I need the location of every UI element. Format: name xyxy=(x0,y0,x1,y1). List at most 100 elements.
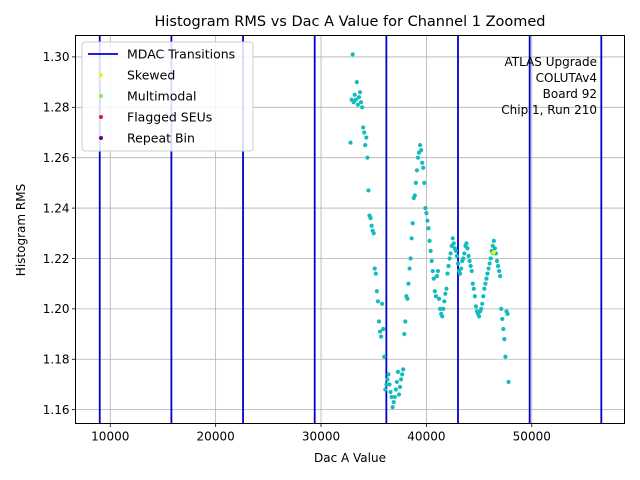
data-point xyxy=(470,281,475,286)
data-point xyxy=(479,306,484,311)
y-tick-label: 1.18 xyxy=(43,353,70,367)
data-point xyxy=(462,251,467,256)
legend-mdac-label: MDAC Transitions xyxy=(127,47,235,62)
data-point xyxy=(446,263,451,269)
data-point xyxy=(357,90,363,95)
data-point xyxy=(481,294,486,299)
data-point xyxy=(434,274,440,279)
data-point xyxy=(450,236,455,241)
data-point xyxy=(399,377,404,382)
data-point xyxy=(406,281,411,286)
data-point xyxy=(430,268,435,274)
data-point xyxy=(426,226,431,231)
data-point xyxy=(442,299,447,304)
data-point xyxy=(386,372,391,377)
data-point xyxy=(503,354,508,359)
annotation-line-3: Board 92 xyxy=(543,87,597,101)
data-point xyxy=(373,271,378,276)
legend-flagged-seu-label: Flagged SEUs xyxy=(127,110,212,125)
data-point xyxy=(433,294,438,299)
data-point xyxy=(488,256,493,261)
data-point xyxy=(369,223,374,228)
data-point xyxy=(445,271,450,276)
data-point xyxy=(468,263,473,269)
data-point xyxy=(390,405,395,410)
data-point xyxy=(389,394,394,400)
data-point xyxy=(424,211,429,216)
data-point xyxy=(467,258,472,264)
data-point xyxy=(368,216,373,221)
data-point xyxy=(355,102,361,107)
data-point xyxy=(461,256,466,261)
data-point xyxy=(428,248,433,254)
data-point xyxy=(395,369,401,374)
data-point xyxy=(394,379,399,385)
data-point xyxy=(358,100,364,105)
data-point xyxy=(397,384,403,390)
data-point xyxy=(384,382,389,387)
data-point xyxy=(362,130,367,135)
data-point xyxy=(500,316,505,322)
chart-title: Histogram RMS vs Dac A Value for Channel… xyxy=(154,14,545,30)
legend-repeat-bin-swatch xyxy=(99,136,103,140)
data-point xyxy=(352,92,357,97)
data-point xyxy=(364,135,369,140)
x-tick-label: 20000 xyxy=(197,430,235,444)
data-point xyxy=(485,271,490,276)
legend: MDAC Transitions Skewed Multimodal Flagg… xyxy=(81,41,254,152)
y-tick-label: 1.28 xyxy=(43,101,70,115)
data-point xyxy=(444,286,449,291)
data-point xyxy=(410,221,415,226)
annotation-line-1: ATLAS Upgrade xyxy=(504,55,597,69)
data-point xyxy=(425,218,430,223)
data-point xyxy=(435,268,441,274)
data-point xyxy=(392,394,397,400)
data-point xyxy=(375,299,381,304)
data-point xyxy=(420,160,425,165)
data-point xyxy=(441,306,446,311)
data-point xyxy=(480,301,485,306)
data-point xyxy=(454,253,460,259)
data-points xyxy=(348,52,511,410)
data-point xyxy=(407,266,412,271)
data-point xyxy=(436,296,442,301)
annotation-text: ATLAS Upgrade COLUTAv4 Board 92 Chip 1, … xyxy=(501,55,597,117)
data-point xyxy=(363,142,368,148)
y-tick-label: 1.20 xyxy=(43,302,70,316)
data-point xyxy=(419,148,424,153)
data-point xyxy=(381,326,386,332)
plot-frame xyxy=(75,35,625,424)
data-point xyxy=(482,286,487,291)
legend-flagged-seu-swatch xyxy=(99,115,103,119)
data-point xyxy=(353,97,358,102)
data-point xyxy=(447,256,452,261)
data-point xyxy=(354,80,359,85)
data-point xyxy=(408,256,413,261)
x-tick-label: 50000 xyxy=(513,430,551,444)
y-tick-label: 1.26 xyxy=(43,151,70,165)
data-point xyxy=(376,319,382,324)
data-point xyxy=(380,301,385,306)
data-point xyxy=(403,319,408,324)
legend-multimodal-swatch xyxy=(99,94,103,98)
data-point xyxy=(417,142,423,148)
data-point xyxy=(486,266,491,271)
data-point xyxy=(423,205,428,211)
data-point xyxy=(497,268,502,274)
data-point xyxy=(499,306,504,311)
data-point xyxy=(382,354,387,359)
data-point xyxy=(459,266,464,271)
data-point xyxy=(387,382,392,387)
legend-skewed-label: Skewed xyxy=(127,68,175,83)
data-point xyxy=(371,231,376,236)
data-point xyxy=(491,238,496,243)
y-tick-label: 1.24 xyxy=(43,201,70,215)
data-point xyxy=(451,241,456,246)
y-axis-ticks: 1.16 1.18 1.20 1.22 1.24 1.26 1.28 1.30 xyxy=(43,50,76,417)
data-point xyxy=(421,165,426,170)
data-point xyxy=(385,377,390,382)
data-point xyxy=(348,140,353,145)
data-point xyxy=(506,379,511,385)
data-point xyxy=(388,389,393,395)
